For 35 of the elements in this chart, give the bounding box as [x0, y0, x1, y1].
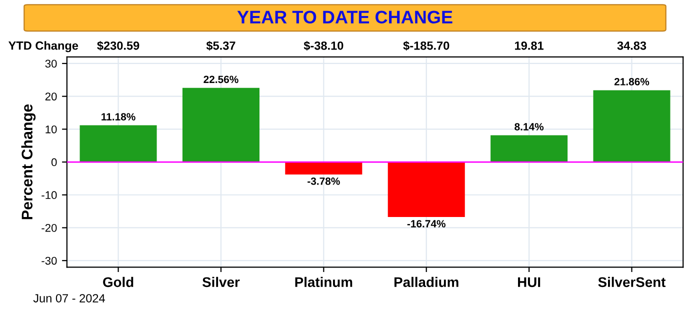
data-label: 21.86% — [614, 78, 650, 86]
text: $-185.70 — [403, 40, 450, 51]
data-label: -3.78% — [308, 178, 340, 185]
text: $-38.10 — [304, 40, 344, 51]
x-tick-label: Gold — [103, 276, 134, 288]
bar — [285, 162, 362, 174]
y-tick-label: 0 — [51, 158, 57, 166]
y-tick-label: 20 — [45, 92, 57, 100]
chart-title: YEAR TO DATE CHANGE — [237, 10, 452, 24]
data-label: 22.56% — [204, 76, 238, 84]
text: Jun 07 - 2024 — [33, 294, 105, 302]
bar — [490, 135, 568, 162]
text: 34.83 — [617, 41, 646, 50]
data-label: -16.74% — [407, 220, 446, 228]
x-tick-label: HUI — [518, 277, 540, 288]
bar — [388, 162, 465, 218]
bar — [182, 88, 260, 162]
data-label: 11.18% — [102, 113, 136, 120]
bar — [80, 125, 157, 162]
x-tick-label: SilverSent — [598, 276, 666, 288]
y-tick-label: 10 — [46, 125, 57, 134]
y-tick-label: -10 — [42, 191, 57, 200]
y-tick-label: 30 — [45, 60, 57, 68]
text: $5.37 — [206, 40, 236, 51]
y-tick-label: -20 — [42, 224, 57, 232]
y-axis-title: Percent Change — [21, 104, 36, 220]
text: $230.59 — [97, 40, 140, 51]
x-tick-label: Palladium — [394, 276, 458, 288]
y-tick-label: -30 — [42, 256, 57, 265]
x-tick-label: Silver — [202, 276, 240, 288]
x-tick-label: Platinum — [295, 276, 352, 288]
data-label: 8.14% — [514, 123, 544, 130]
bar — [593, 90, 670, 162]
text: YTD Change — [8, 41, 78, 52]
text: 19.81 — [515, 41, 544, 50]
